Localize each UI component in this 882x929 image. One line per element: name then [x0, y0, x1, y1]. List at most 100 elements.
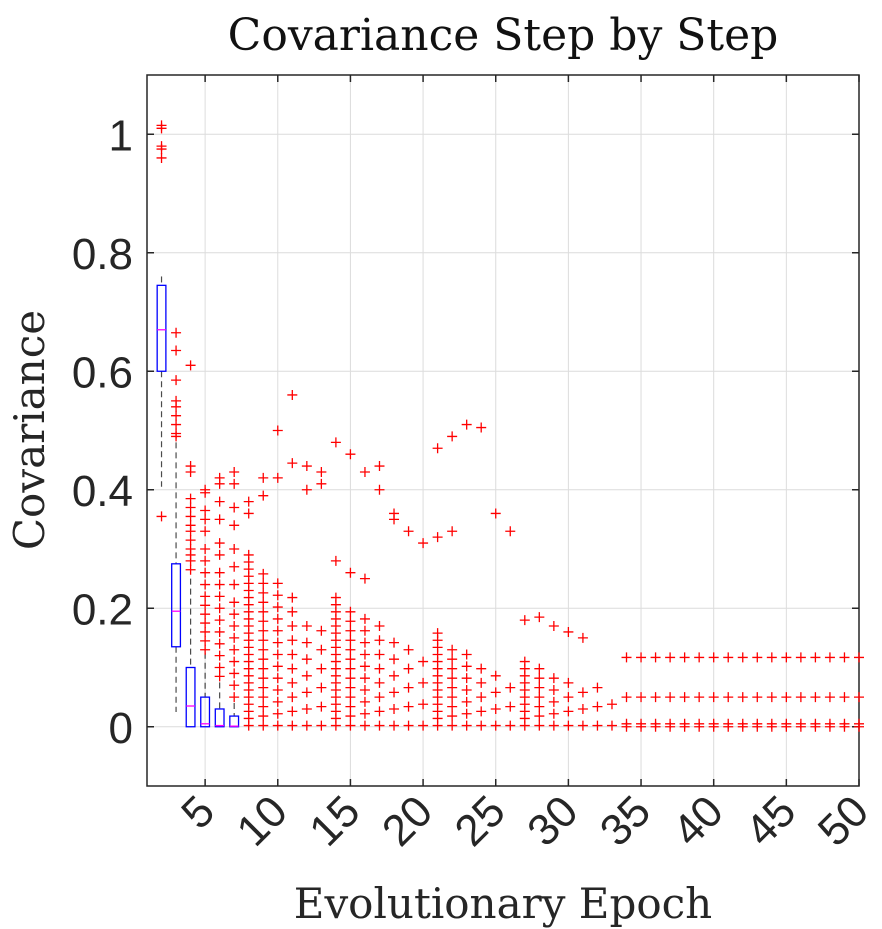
outlier-point — [854, 652, 864, 663]
outlier-point — [301, 670, 312, 681]
outlier-point — [592, 720, 603, 731]
outlier-point — [229, 520, 240, 531]
outlier-point — [534, 701, 545, 712]
outlier-point — [490, 687, 501, 698]
outlier-point — [708, 692, 719, 703]
box — [214, 708, 225, 728]
outlier-point — [418, 538, 429, 549]
outlier-point — [563, 677, 574, 688]
outlier-point — [708, 652, 719, 663]
outlier-point — [345, 673, 356, 684]
chart-marks — [156, 120, 864, 732]
outlier-point — [229, 621, 240, 632]
outlier-point — [359, 649, 370, 660]
outlier-point — [766, 718, 777, 729]
outlier-point — [258, 682, 269, 693]
grid — [147, 75, 860, 786]
outlier-point — [403, 663, 414, 674]
outlier-point — [795, 718, 806, 729]
outlier-point — [577, 720, 588, 731]
outlier-point — [272, 425, 283, 436]
outlier-point — [432, 532, 443, 543]
x-tick-label: 5 — [172, 786, 224, 838]
outlier-point — [258, 625, 269, 636]
outlier-point — [258, 701, 269, 712]
outlier-point — [476, 720, 487, 731]
outlier-point — [374, 692, 385, 703]
outlier-point — [447, 644, 458, 655]
outlier-point — [200, 555, 211, 566]
y-tick-label: 0 — [109, 704, 133, 753]
outlier-point — [272, 685, 283, 696]
outlier-point — [389, 654, 400, 665]
outlier-point — [171, 410, 182, 421]
outlier-point — [650, 692, 661, 703]
outlier-point — [766, 652, 777, 663]
outlier-point — [200, 505, 211, 516]
outlier-point — [287, 635, 298, 646]
outlier-point — [272, 661, 283, 672]
outlier-point — [374, 720, 385, 731]
outlier-point — [272, 720, 283, 731]
outlier-point — [156, 511, 167, 522]
outlier-point — [214, 615, 225, 626]
outlier-point — [229, 668, 240, 679]
outlier-point — [185, 360, 196, 371]
y-tick-label: 0.6 — [72, 348, 133, 397]
outlier-point — [519, 615, 530, 626]
outlier-point — [200, 484, 211, 495]
x-tick-label: 30 — [518, 786, 587, 855]
outlier-point — [490, 670, 501, 681]
outlier-point — [287, 606, 298, 617]
outlier-point — [316, 644, 327, 655]
outlier-point — [258, 720, 269, 731]
x-tick-label: 40 — [664, 786, 733, 855]
outlier-point — [345, 701, 356, 712]
outlier-point — [490, 508, 501, 519]
outlier-point — [171, 428, 182, 439]
outlier-point — [258, 654, 269, 665]
outlier-point — [287, 720, 298, 731]
outlier-point — [592, 682, 603, 693]
outlier-point — [200, 626, 211, 637]
outlier-point — [345, 663, 356, 674]
outlier-point — [200, 600, 211, 611]
chart-title: Covariance Step by Step — [228, 10, 779, 61]
outlier-point — [795, 652, 806, 663]
outlier-point — [330, 592, 341, 603]
plot-area — [146, 74, 860, 787]
outlier-point — [461, 661, 472, 672]
outlier-point — [258, 597, 269, 608]
outlier-point — [258, 663, 269, 674]
outlier-point — [258, 568, 269, 579]
outlier-point — [810, 652, 821, 663]
outlier-point — [345, 635, 356, 646]
outlier-point — [737, 692, 748, 703]
outlier-point — [229, 597, 240, 608]
outlier-point — [330, 555, 341, 566]
outlier-point — [519, 656, 530, 667]
outlier-point — [781, 652, 792, 663]
outlier-point — [548, 708, 559, 719]
outlier-point — [505, 701, 516, 712]
outlier-point — [359, 573, 370, 584]
outlier-point — [418, 720, 429, 731]
outlier-point — [229, 502, 240, 513]
outlier-point — [839, 692, 850, 703]
box — [185, 666, 196, 728]
outlier-point — [200, 526, 211, 537]
outlier-point — [694, 692, 705, 703]
outlier-point — [432, 628, 443, 639]
outlier-point — [490, 703, 501, 714]
outlier-point — [461, 419, 472, 430]
outlier-point — [229, 579, 240, 590]
x-tick-label: 35 — [591, 786, 660, 855]
outlier-point — [200, 609, 211, 620]
outlier-point — [403, 720, 414, 731]
outlier-point — [752, 692, 763, 703]
outlier-point — [359, 673, 370, 684]
outlier-point — [185, 511, 196, 522]
outlier-point — [359, 466, 370, 477]
outlier-point — [258, 635, 269, 646]
outlier-point — [287, 663, 298, 674]
